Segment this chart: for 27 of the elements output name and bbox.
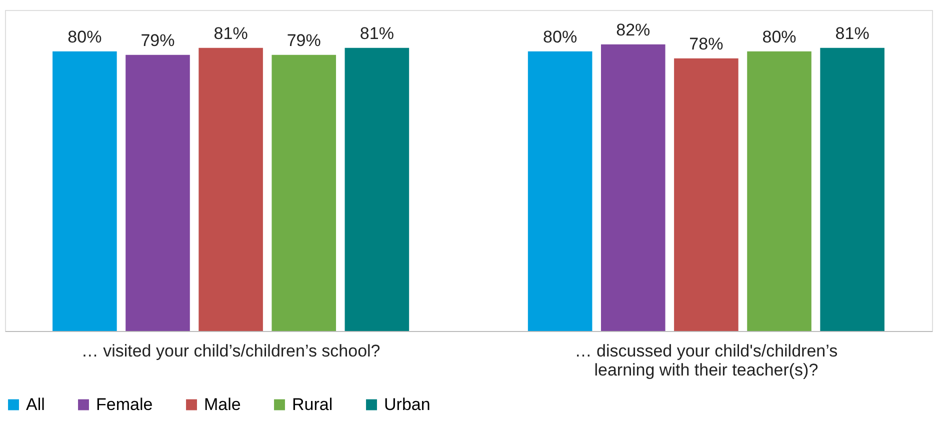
data-label: 80% xyxy=(68,27,102,46)
bar xyxy=(747,51,812,331)
data-label: 79% xyxy=(286,30,321,50)
bar xyxy=(272,54,336,331)
data-label: 82% xyxy=(616,20,650,40)
legend-label: Female xyxy=(96,394,153,414)
bar xyxy=(52,51,117,331)
bar xyxy=(344,48,410,331)
bar xyxy=(674,58,738,331)
data-label: 78% xyxy=(689,34,724,54)
legend-label: Male xyxy=(204,394,241,414)
data-label: 79% xyxy=(140,30,175,50)
data-label: 81% xyxy=(214,24,248,43)
bar xyxy=(198,48,263,331)
legend-label: All xyxy=(26,394,45,414)
x-tick-label: … visited your child’s/children’s school? xyxy=(81,342,380,360)
bar xyxy=(820,48,884,331)
data-label: 81% xyxy=(360,24,394,43)
bar xyxy=(600,44,666,331)
legend-label: Urban xyxy=(384,394,430,414)
x-tick-label: … discussed your child's/children’s learning with their teacher(s)? xyxy=(574,342,838,380)
bar xyxy=(528,51,592,331)
legend-label: Rural xyxy=(292,394,333,414)
data-label: 81% xyxy=(835,24,870,43)
data-label: 80% xyxy=(762,27,796,46)
data-label: 80% xyxy=(543,27,578,46)
bar xyxy=(126,54,190,331)
